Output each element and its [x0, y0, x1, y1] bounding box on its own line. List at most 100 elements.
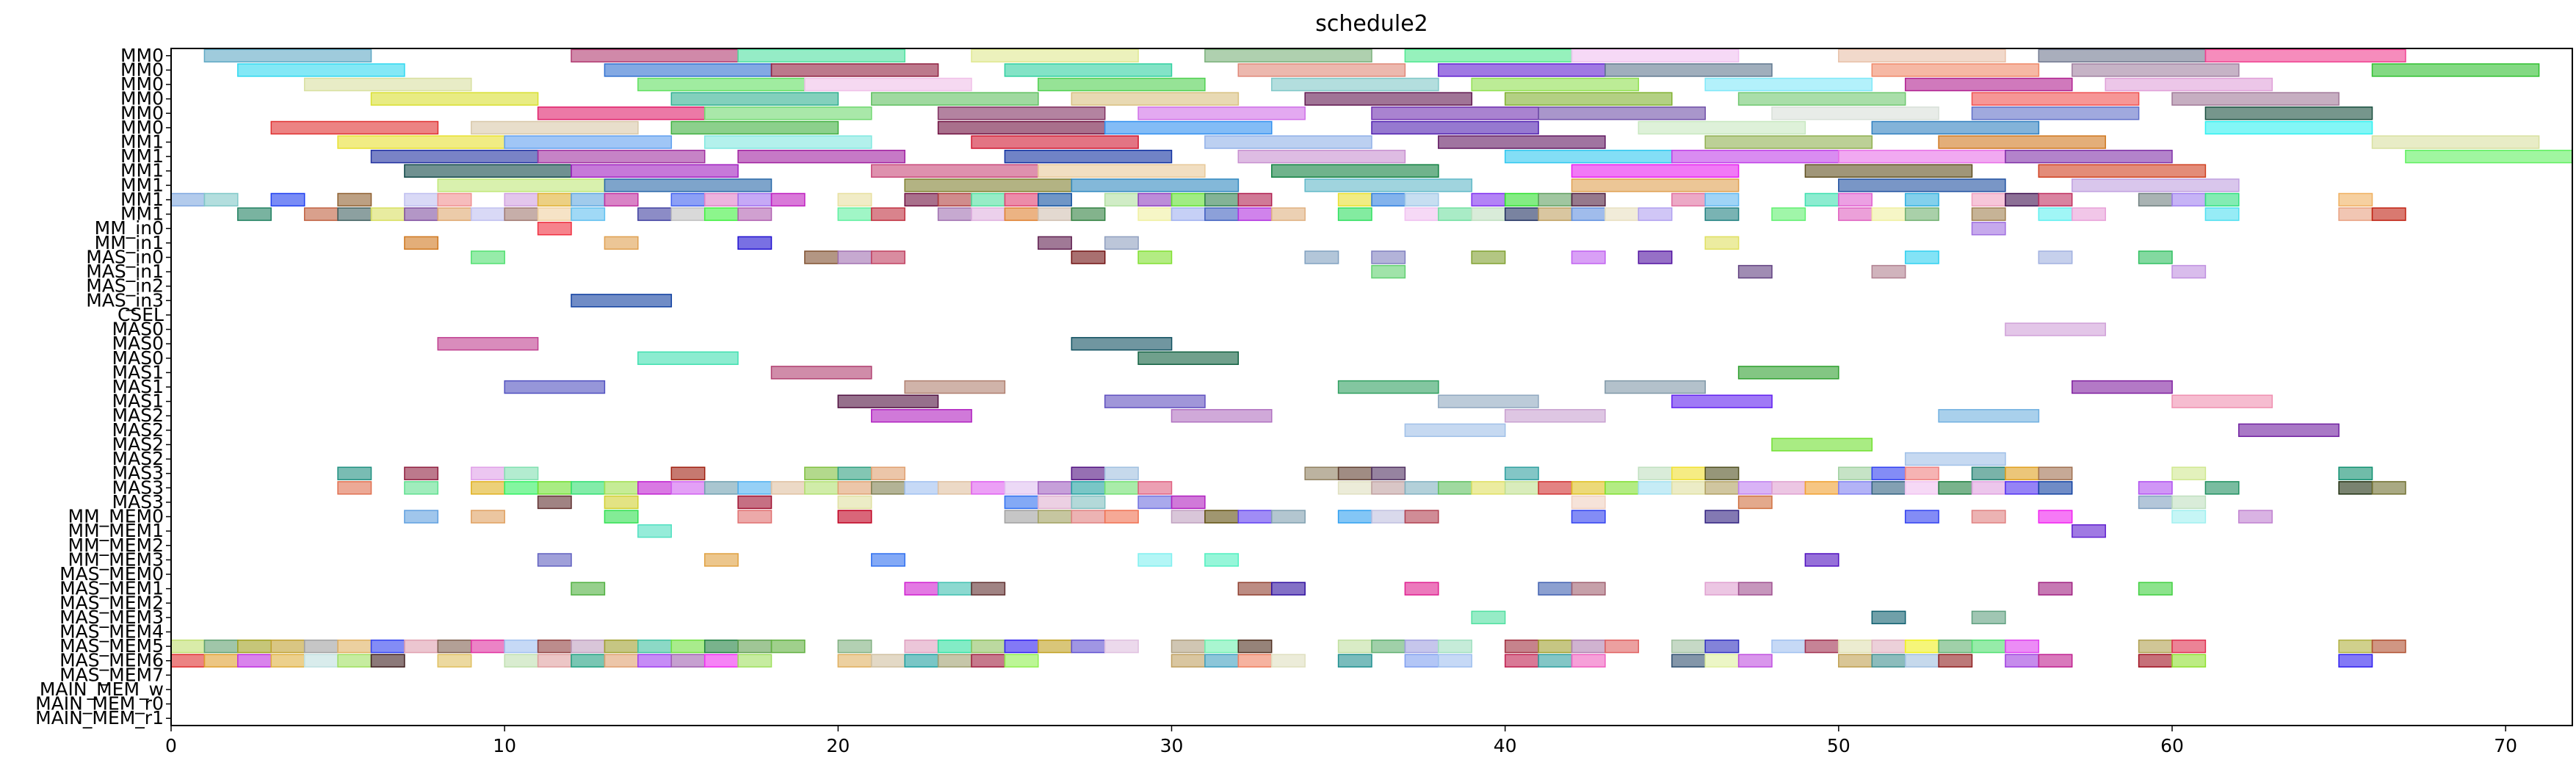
task-bar — [1737, 481, 1773, 495]
task-bar — [1438, 654, 1472, 668]
task-bar — [604, 178, 773, 192]
task-bar — [1871, 654, 1906, 668]
y-tick-label: MM_MEM0 — [68, 506, 164, 527]
task-bar — [404, 164, 572, 178]
task-bar — [1904, 466, 1939, 480]
task-bar — [1071, 336, 1173, 351]
task-bar — [571, 654, 606, 668]
task-bar — [1337, 466, 1372, 480]
task-bar — [1871, 63, 2040, 77]
task-bar — [1071, 92, 1240, 106]
task-bar — [1938, 639, 1973, 654]
y-tick-label: MAS2 — [112, 419, 164, 441]
task-bar — [604, 236, 639, 250]
task-bar — [1137, 207, 1173, 221]
task-bar — [1504, 92, 1673, 106]
task-bar — [937, 654, 972, 668]
task-bar — [1471, 192, 1506, 207]
task-bar — [537, 222, 572, 236]
task-bar — [1071, 639, 1106, 654]
task-bar — [2138, 582, 2173, 596]
y-tick-label: MAIN_MEM_r0 — [35, 693, 164, 715]
x-tick-label: 20 — [826, 735, 850, 756]
task-bar — [737, 639, 773, 654]
task-bar — [471, 481, 505, 495]
task-bar — [871, 92, 1039, 106]
task-bar — [1838, 654, 1873, 668]
task-bar — [871, 481, 905, 495]
task-bar — [1404, 48, 1573, 63]
task-bar — [1671, 394, 1773, 408]
task-bar — [770, 481, 806, 495]
task-bar — [1404, 481, 1439, 495]
task-bar — [2138, 639, 2173, 654]
task-bar — [1004, 63, 1173, 77]
task-bar — [1571, 250, 1606, 264]
task-bar — [437, 336, 539, 351]
task-bar — [670, 481, 706, 495]
plot-frame — [170, 48, 2573, 726]
y-tick-label: MM0 — [120, 45, 164, 66]
y-tick-label: MAS_in1 — [86, 261, 164, 282]
task-bar — [703, 135, 872, 149]
task-bar — [1904, 654, 1939, 668]
task-bar — [404, 192, 439, 207]
task-bar — [1071, 495, 1106, 510]
task-bar — [437, 192, 472, 207]
task-bar — [404, 481, 439, 495]
y-tick-label: MAS_MEM6 — [59, 650, 164, 671]
task-bar — [404, 639, 439, 654]
task-bar — [537, 106, 706, 120]
task-bar — [337, 466, 372, 480]
task-bar — [670, 207, 706, 221]
task-bar — [1038, 481, 1072, 495]
task-bar — [370, 92, 539, 106]
task-bar — [1171, 639, 1206, 654]
task-bar — [904, 639, 939, 654]
task-bar — [1104, 510, 1139, 524]
task-bar — [737, 236, 773, 250]
task-bar — [1771, 639, 1806, 654]
task-bar — [1538, 192, 1573, 207]
task-bar — [1371, 481, 1406, 495]
task-bar — [2371, 63, 2540, 77]
task-bar — [637, 654, 672, 668]
task-bar — [1838, 466, 1873, 480]
task-bar — [504, 466, 539, 480]
y-tick-label: MM1 — [120, 189, 164, 210]
task-bar — [2138, 481, 2173, 495]
task-bar — [1271, 654, 1306, 668]
task-bar — [1971, 222, 2006, 236]
task-bar — [804, 466, 839, 480]
y-tick-label: MM0 — [120, 117, 164, 138]
task-bar — [1104, 120, 1273, 135]
y-tick-label: MM_MEM1 — [68, 520, 164, 541]
y-tick-label: MM_MEM2 — [68, 535, 164, 556]
task-bar — [1804, 164, 1973, 178]
y-tick-label: MAS_MEM7 — [59, 664, 164, 685]
task-bar — [2338, 639, 2373, 654]
task-bar — [1104, 236, 1139, 250]
task-bar — [1604, 639, 1640, 654]
task-bar — [703, 481, 739, 495]
task-bar — [737, 192, 773, 207]
task-bar — [2005, 192, 2040, 207]
task-bar — [2038, 48, 2207, 63]
task-bar — [2171, 495, 2207, 510]
y-tick-label: MAS_MEM4 — [59, 621, 164, 642]
task-bar — [837, 481, 872, 495]
x-tick-label: 70 — [2494, 735, 2517, 756]
task-bar — [1704, 481, 1740, 495]
task-bar — [1704, 510, 1740, 524]
task-bar — [337, 207, 372, 221]
task-bar — [504, 654, 539, 668]
task-bar — [2038, 207, 2073, 221]
task-bar — [1638, 481, 1673, 495]
task-bar — [303, 639, 339, 654]
task-bar — [1904, 452, 2006, 466]
task-bar — [1004, 495, 1039, 510]
task-bar — [804, 250, 839, 264]
task-bar — [770, 639, 806, 654]
task-bar — [1838, 639, 1873, 654]
y-tick-label: MAIN_MEM_r1 — [35, 707, 164, 728]
